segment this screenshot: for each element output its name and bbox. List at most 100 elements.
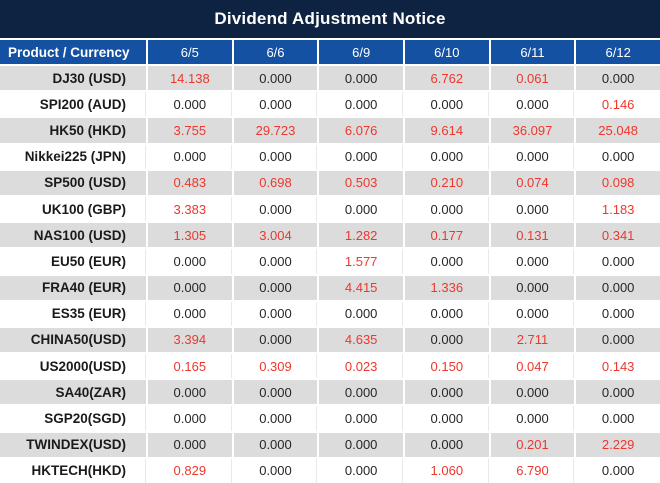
value-cell: 0.000 <box>148 301 232 326</box>
value-cell: 0.131 <box>490 223 575 248</box>
column-header-date: 6/6 <box>233 40 318 64</box>
value-cell: 0.000 <box>576 144 660 169</box>
table-header-row: Product / Currency 6/5 6/6 6/9 6/10 6/11… <box>0 40 660 64</box>
value-cell: 0.000 <box>148 249 232 274</box>
value-cell: 9.614 <box>404 118 489 143</box>
value-cell: 0.201 <box>490 432 575 457</box>
value-cell: 1.577 <box>319 249 403 274</box>
value-cell: 6.076 <box>319 118 403 143</box>
product-cell: UK100 (GBP) <box>0 196 146 222</box>
value-cell: 0.000 <box>404 432 489 457</box>
product-cell: US2000(USD) <box>0 354 146 379</box>
value-cell: 0.061 <box>490 66 575 91</box>
column-header-product-currency: Product / Currency <box>0 40 146 64</box>
value-cell: 0.000 <box>233 301 318 326</box>
page-title: Dividend Adjustment Notice <box>214 9 446 28</box>
value-cell: 0.000 <box>319 458 403 483</box>
value-cell: 0.000 <box>490 144 575 169</box>
product-cell: CHINA50(USD) <box>0 327 146 353</box>
value-cell: 0.074 <box>490 170 575 195</box>
table-row: SPI200 (AUD) 0.000 0.000 0.000 0.000 0.0… <box>0 92 660 117</box>
column-header-date: 6/12 <box>576 40 660 64</box>
value-cell: 0.000 <box>148 380 232 405</box>
value-cell: 0.210 <box>404 170 489 195</box>
column-header-date: 6/11 <box>490 40 575 64</box>
table-row: ES35 (EUR) 0.000 0.000 0.000 0.000 0.000… <box>0 301 660 326</box>
value-cell: 0.000 <box>233 458 318 483</box>
value-cell: 25.048 <box>576 118 660 143</box>
value-cell: 0.000 <box>319 92 403 117</box>
value-cell: 0.000 <box>233 275 318 300</box>
product-cell: Nikkei225 (JPN) <box>0 144 146 169</box>
value-cell: 0.000 <box>148 406 232 431</box>
value-cell: 2.229 <box>576 432 660 457</box>
value-cell: 0.000 <box>148 432 232 457</box>
table-row: SGP20(SGD) 0.000 0.000 0.000 0.000 0.000… <box>0 406 660 431</box>
value-cell: 3.394 <box>148 327 232 353</box>
value-cell: 0.000 <box>490 275 575 300</box>
table-row: SA40(ZAR) 0.000 0.000 0.000 0.000 0.000 … <box>0 380 660 405</box>
value-cell: 6.762 <box>404 66 489 91</box>
value-cell: 0.000 <box>490 249 575 274</box>
table-row: UK100 (GBP) 3.383 0.000 0.000 0.000 0.00… <box>0 196 660 222</box>
value-cell: 0.000 <box>233 144 318 169</box>
value-cell: 4.415 <box>319 275 403 300</box>
value-cell: 0.000 <box>148 92 232 117</box>
value-cell: 0.000 <box>233 380 318 405</box>
value-cell: 0.000 <box>404 327 489 353</box>
product-cell: HKTECH(HKD) <box>0 458 146 483</box>
product-cell: HK50 (HKD) <box>0 118 146 143</box>
table-row: US2000(USD) 0.165 0.309 0.023 0.150 0.04… <box>0 354 660 379</box>
value-cell: 0.000 <box>490 380 575 405</box>
product-cell: SPI200 (AUD) <box>0 92 146 117</box>
product-cell: NAS100 (USD) <box>0 223 146 248</box>
value-cell: 0.000 <box>576 275 660 300</box>
product-cell: SP500 (USD) <box>0 170 146 195</box>
table-row: DJ30 (USD) 14.138 0.000 0.000 6.762 0.06… <box>0 66 660 91</box>
column-header-date: 6/9 <box>319 40 403 64</box>
value-cell: 0.829 <box>148 458 232 483</box>
value-cell: 0.000 <box>404 92 489 117</box>
value-cell: 0.000 <box>404 406 489 431</box>
value-cell: 0.000 <box>233 249 318 274</box>
value-cell: 0.000 <box>233 92 318 117</box>
value-cell: 1.060 <box>404 458 489 483</box>
value-cell: 4.635 <box>319 327 403 353</box>
table-row: HK50 (HKD) 3.755 29.723 6.076 9.614 36.0… <box>0 118 660 143</box>
table-row: Nikkei225 (JPN) 0.000 0.000 0.000 0.000 … <box>0 144 660 169</box>
value-cell: 0.177 <box>404 223 489 248</box>
value-cell: 0.000 <box>576 249 660 274</box>
value-cell: 0.098 <box>576 170 660 195</box>
table-body: DJ30 (USD) 14.138 0.000 0.000 6.762 0.06… <box>0 66 660 483</box>
value-cell: 3.004 <box>233 223 318 248</box>
value-cell: 0.698 <box>233 170 318 195</box>
value-cell: 0.341 <box>576 223 660 248</box>
value-cell: 0.000 <box>576 301 660 326</box>
value-cell: 0.000 <box>319 144 403 169</box>
table-row: CHINA50(USD) 3.394 0.000 4.635 0.000 2.7… <box>0 327 660 353</box>
table-row: TWINDEX(USD) 0.000 0.000 0.000 0.000 0.2… <box>0 432 660 457</box>
value-cell: 0.000 <box>233 406 318 431</box>
value-cell: 14.138 <box>148 66 232 91</box>
value-cell: 0.000 <box>576 66 660 91</box>
value-cell: 0.000 <box>404 144 489 169</box>
product-cell: TWINDEX(USD) <box>0 432 146 457</box>
column-header-date: 6/5 <box>148 40 232 64</box>
value-cell: 0.000 <box>148 144 232 169</box>
table-row: FRA40 (EUR) 0.000 0.000 4.415 1.336 0.00… <box>0 275 660 300</box>
value-cell: 0.000 <box>404 301 489 326</box>
value-cell: 6.790 <box>490 458 575 483</box>
value-cell: 0.000 <box>319 301 403 326</box>
product-cell: DJ30 (USD) <box>0 66 146 91</box>
product-cell: ES35 (EUR) <box>0 301 146 326</box>
value-cell: 0.503 <box>319 170 403 195</box>
value-cell: 0.000 <box>319 66 403 91</box>
value-cell: 0.146 <box>576 92 660 117</box>
value-cell: 0.143 <box>576 354 660 379</box>
value-cell: 1.183 <box>576 196 660 222</box>
value-cell: 29.723 <box>233 118 318 143</box>
table-row: NAS100 (USD) 1.305 3.004 1.282 0.177 0.1… <box>0 223 660 248</box>
table-row: SP500 (USD) 0.483 0.698 0.503 0.210 0.07… <box>0 170 660 195</box>
value-cell: 0.309 <box>233 354 318 379</box>
value-cell: 0.000 <box>576 406 660 431</box>
